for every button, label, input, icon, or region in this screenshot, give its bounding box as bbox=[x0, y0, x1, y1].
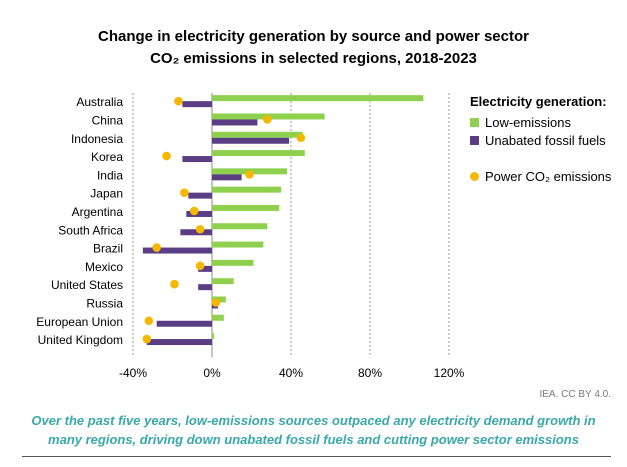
divider bbox=[22, 456, 611, 457]
co2-point bbox=[296, 133, 306, 143]
co2-point bbox=[195, 261, 205, 271]
legend-swatch-fossil bbox=[470, 135, 479, 145]
bar-fossil bbox=[180, 229, 212, 236]
category-label: Australia bbox=[76, 95, 123, 109]
category-label: Indonesia bbox=[71, 132, 123, 146]
caption-line1: Over the past five years, low-emissions … bbox=[31, 413, 596, 428]
bar-fossil bbox=[212, 137, 290, 144]
legend-label-fossil: Unabated fossil fuels bbox=[485, 132, 606, 148]
bar-low-emissions bbox=[212, 223, 268, 230]
bar-low-emissions bbox=[212, 186, 282, 193]
category-label: South Africa bbox=[58, 223, 123, 237]
co2-point bbox=[180, 188, 189, 197]
category-label: Brazil bbox=[93, 242, 123, 256]
x-tick-label: 120% bbox=[434, 366, 465, 380]
category-label: Mexico bbox=[85, 260, 123, 274]
legend-swatch-low-emissions bbox=[470, 117, 479, 127]
bar-low-emissions bbox=[212, 131, 303, 138]
category-label: United Kingdom bbox=[38, 333, 123, 347]
bar-fossil bbox=[186, 210, 212, 217]
chart-plot: -40% 0% 40% 80% 120% Australia China Indonesia K… bbox=[36, 93, 465, 380]
category-label: Russia bbox=[86, 296, 123, 310]
co2-point bbox=[170, 279, 179, 289]
bar-low-emissions bbox=[212, 150, 305, 157]
co2-point bbox=[142, 334, 152, 344]
x-tick-label: 40% bbox=[279, 366, 303, 380]
bar-fossil bbox=[182, 156, 212, 163]
legend-item-fossil: Unabated fossil fuels bbox=[470, 131, 611, 149]
chart-title-line2: CO₂ emissions in selected regions, 2018-… bbox=[150, 50, 477, 67]
bar-fossil bbox=[142, 247, 212, 254]
category-label: European Union bbox=[36, 315, 123, 329]
category-label: Japan bbox=[90, 187, 123, 201]
bar-low-emissions bbox=[212, 314, 224, 321]
legend-label-low-emissions: Low-emissions bbox=[485, 114, 571, 130]
bar-low-emissions bbox=[212, 241, 264, 248]
caption-line2: many regions, driving down unabated foss… bbox=[48, 432, 579, 447]
legend-item-low-emissions: Low-emissions bbox=[470, 113, 611, 131]
bar-fossil bbox=[198, 284, 212, 291]
bar-fossil bbox=[212, 174, 242, 181]
bar-low-emissions bbox=[212, 259, 254, 266]
bar-low-emissions bbox=[212, 333, 214, 340]
co2-point bbox=[263, 115, 272, 124]
bar-low-emissions bbox=[212, 278, 234, 285]
bar-fossil bbox=[182, 101, 212, 108]
co2-point bbox=[152, 243, 161, 252]
co2-point bbox=[174, 96, 183, 106]
category-label: India bbox=[97, 168, 123, 182]
bar-fossil bbox=[156, 320, 212, 327]
x-tick-label: 0% bbox=[203, 366, 221, 380]
co2-point bbox=[245, 170, 254, 179]
credit-text: IEA. CC BY 4.0. bbox=[539, 389, 611, 400]
bar-fossil bbox=[188, 192, 212, 199]
chart-title-line1: Change in electricity generation by sour… bbox=[98, 28, 529, 45]
co2-point bbox=[144, 316, 154, 326]
bar-low-emissions bbox=[212, 95, 424, 102]
co2-point bbox=[195, 224, 205, 234]
bar-low-emissions bbox=[212, 204, 280, 211]
bar-fossil bbox=[146, 339, 212, 346]
bar-fossil bbox=[212, 119, 258, 126]
legend-item-co2: Power CO₂ emissions bbox=[470, 167, 611, 185]
x-tick-label: 80% bbox=[358, 366, 382, 380]
co2-point bbox=[162, 151, 171, 161]
co2-point bbox=[189, 206, 199, 216]
legend-label-co2: Power CO₂ emissions bbox=[485, 168, 612, 184]
legend-title: Electricity generation: bbox=[470, 94, 607, 109]
legend-swatch-co2 bbox=[470, 171, 479, 181]
chart-title: Change in electricity generation by sour… bbox=[0, 26, 627, 70]
caption: Over the past five years, low-emissions … bbox=[0, 411, 627, 449]
category-label: Argentina bbox=[72, 205, 124, 219]
x-tick-label: -40% bbox=[119, 366, 147, 380]
co2-point bbox=[211, 298, 221, 307]
legend: Electricity generation: Low-emissions Un… bbox=[470, 94, 611, 185]
category-label: China bbox=[92, 113, 124, 127]
category-label: Korea bbox=[91, 150, 123, 164]
bar-fossil bbox=[198, 265, 212, 272]
category-label: United States bbox=[51, 278, 123, 292]
